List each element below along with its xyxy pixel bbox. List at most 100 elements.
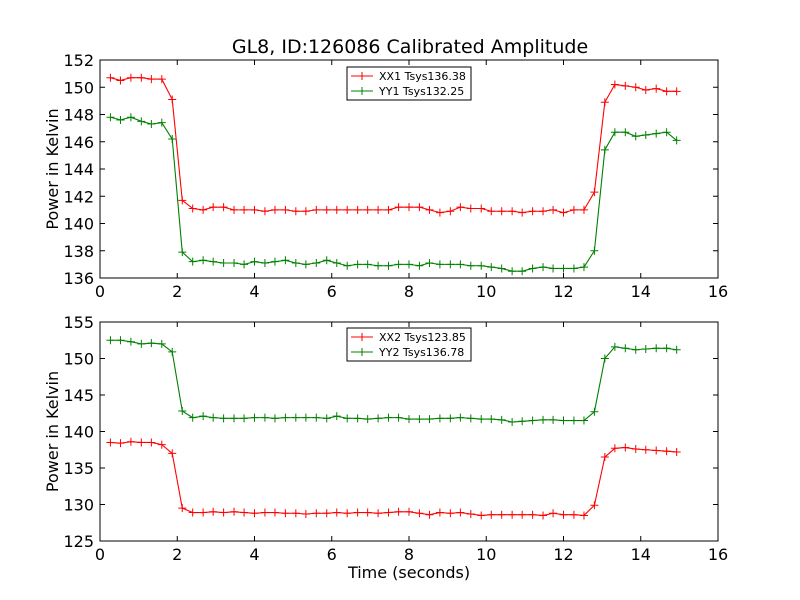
x-tick-label: 10 xyxy=(476,282,496,301)
data-point xyxy=(405,260,413,269)
y-tick-label: 142 xyxy=(63,187,94,206)
data-point xyxy=(250,413,259,422)
data-point xyxy=(250,509,259,518)
data-point xyxy=(477,415,486,424)
data-point xyxy=(579,263,588,272)
data-point xyxy=(456,203,465,212)
data-point xyxy=(539,511,548,520)
data-point xyxy=(466,414,475,423)
data-point xyxy=(466,261,475,270)
data-point xyxy=(332,508,341,517)
data-point xyxy=(405,203,413,212)
legend-label: YY2 Tsys136.78 xyxy=(378,346,464,359)
data-point xyxy=(260,259,269,268)
y-tick-label: 150 xyxy=(63,350,94,369)
data-point xyxy=(662,447,671,456)
data-point xyxy=(477,511,486,520)
data-point xyxy=(569,205,578,214)
data-point xyxy=(168,135,177,144)
data-point xyxy=(157,339,166,348)
data-point xyxy=(322,205,331,214)
data-point xyxy=(281,509,290,518)
data-point xyxy=(219,259,228,268)
data-point xyxy=(610,444,619,453)
data-point xyxy=(209,507,218,516)
data-point xyxy=(446,414,455,423)
data-point xyxy=(301,509,310,518)
data-point xyxy=(230,507,239,516)
data-point xyxy=(270,205,279,214)
data-point xyxy=(219,508,228,517)
data-point xyxy=(116,115,125,124)
data-point xyxy=(579,205,588,214)
data-point xyxy=(394,507,403,516)
data-point xyxy=(394,260,403,269)
data-point xyxy=(662,87,671,96)
x-tick-label: 8 xyxy=(404,282,414,301)
data-point xyxy=(590,501,599,510)
data-point xyxy=(456,413,465,422)
data-point xyxy=(384,508,393,517)
data-point xyxy=(240,508,249,517)
legend-label: XX2 Tsys123.85 xyxy=(379,331,466,344)
data-point xyxy=(219,414,228,423)
x-tick-label: 10 xyxy=(476,545,496,564)
data-point xyxy=(559,416,568,425)
legend-marker xyxy=(358,87,366,95)
data-point xyxy=(188,204,197,213)
data-point xyxy=(590,188,599,197)
data-point xyxy=(600,98,609,107)
data-point xyxy=(322,509,331,518)
y-axis-label: Power in Kelvin xyxy=(43,371,62,492)
series-markers-2 xyxy=(106,336,681,427)
data-point xyxy=(425,205,434,214)
data-point xyxy=(610,128,619,137)
data-point xyxy=(569,510,578,519)
y-tick-label: 144 xyxy=(63,160,94,179)
data-point xyxy=(528,510,537,519)
data-point xyxy=(250,257,259,266)
y-tick-label: 150 xyxy=(63,78,94,97)
data-point xyxy=(384,205,393,214)
y-tick-label: 155 xyxy=(63,313,94,332)
data-point xyxy=(209,203,218,212)
data-point xyxy=(343,205,352,214)
x-tick-label: 14 xyxy=(631,545,651,564)
data-point xyxy=(209,413,218,422)
data-point xyxy=(559,208,568,217)
data-point xyxy=(260,413,269,422)
x-tick-label: 8 xyxy=(404,545,414,564)
data-point xyxy=(610,342,619,351)
data-point xyxy=(435,414,444,423)
data-point xyxy=(641,345,650,354)
series-markers-1 xyxy=(106,73,681,217)
y-tick-label: 140 xyxy=(63,215,94,234)
data-point xyxy=(106,438,115,447)
data-point xyxy=(600,354,609,363)
data-point xyxy=(147,438,156,447)
data-point xyxy=(332,412,341,421)
data-point xyxy=(579,416,588,425)
data-point xyxy=(549,415,558,424)
x-tick-label: 6 xyxy=(327,282,337,301)
x-tick-label: 14 xyxy=(631,282,651,301)
data-point xyxy=(559,264,568,273)
data-point xyxy=(291,259,300,268)
data-point xyxy=(415,203,424,212)
x-tick-label: 0 xyxy=(95,282,105,301)
data-point xyxy=(106,113,115,122)
data-point xyxy=(106,336,115,345)
data-point xyxy=(363,205,372,214)
data-point xyxy=(291,413,300,422)
data-point xyxy=(528,207,537,216)
data-point xyxy=(539,207,548,216)
data-point xyxy=(281,256,290,265)
x-tick-label: 0 xyxy=(95,545,105,564)
y-tick-label: 145 xyxy=(63,386,94,405)
data-point xyxy=(662,344,671,353)
data-point xyxy=(621,344,630,353)
data-point xyxy=(508,418,517,427)
data-point xyxy=(168,449,177,458)
legend-marker xyxy=(358,333,366,341)
data-point xyxy=(518,510,527,519)
